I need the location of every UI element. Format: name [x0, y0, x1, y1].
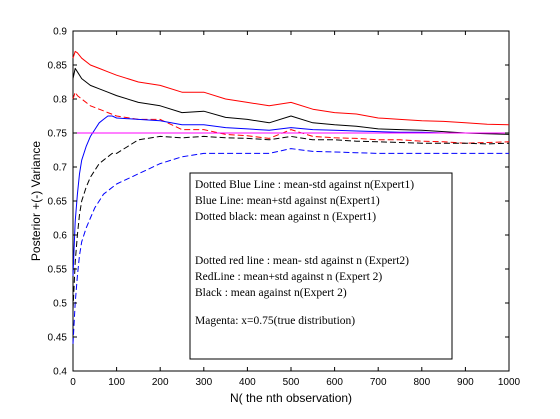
y-tick-label: 0.4 [53, 367, 67, 378]
x-tick-label: 800 [413, 377, 430, 388]
x-tick-label: 300 [195, 377, 212, 388]
legend-entry: Blue Line: mean+std against n(Expert1) [195, 195, 380, 207]
legend: Dotted Blue Line : mean-std against n(Ex… [190, 173, 452, 359]
y-axis-label: Posterior +(-) Variance [29, 141, 43, 261]
x-tick-label: 700 [370, 377, 387, 388]
x-tick-label: 1000 [498, 377, 521, 388]
y-tick-label: 0.85 [48, 61, 68, 72]
legend-entry: Black : mean against n(Expert 2) [195, 287, 347, 299]
x-tick-label: 200 [152, 377, 169, 388]
y-tick-label: 0.9 [53, 27, 67, 38]
x-tick-label: 400 [239, 377, 256, 388]
y-tick-label: 0.45 [48, 333, 68, 344]
legend-entry: Dotted Blue Line : mean-std against n(Ex… [195, 179, 414, 191]
legend-entry: Magenta: x=0.75(true distribution) [195, 315, 355, 327]
legend-entry: Dotted black: mean against n (Expert1) [195, 211, 376, 223]
legend-entry: Dotted red line : mean- std against n (E… [195, 255, 409, 267]
y-tick-label: 0.55 [48, 265, 68, 276]
y-tick-label: 0.5 [53, 299, 67, 310]
x-tick-label: 500 [283, 377, 300, 388]
y-tick-label: 0.65 [48, 197, 68, 208]
x-tick-label: 900 [457, 377, 474, 388]
x-axis-label: N( the nth observation) [230, 391, 352, 405]
y-tick-label: 0.8 [53, 95, 67, 106]
y-tick-label: 0.75 [48, 129, 68, 140]
x-tick-label: 100 [108, 377, 125, 388]
y-tick-label: 0.6 [53, 231, 67, 242]
x-tick-label: 0 [70, 377, 76, 388]
x-tick-label: 600 [326, 377, 343, 388]
y-tick-label: 0.7 [53, 163, 67, 174]
legend-entry: RedLine : mean+std against n (Expert 2) [195, 271, 382, 283]
